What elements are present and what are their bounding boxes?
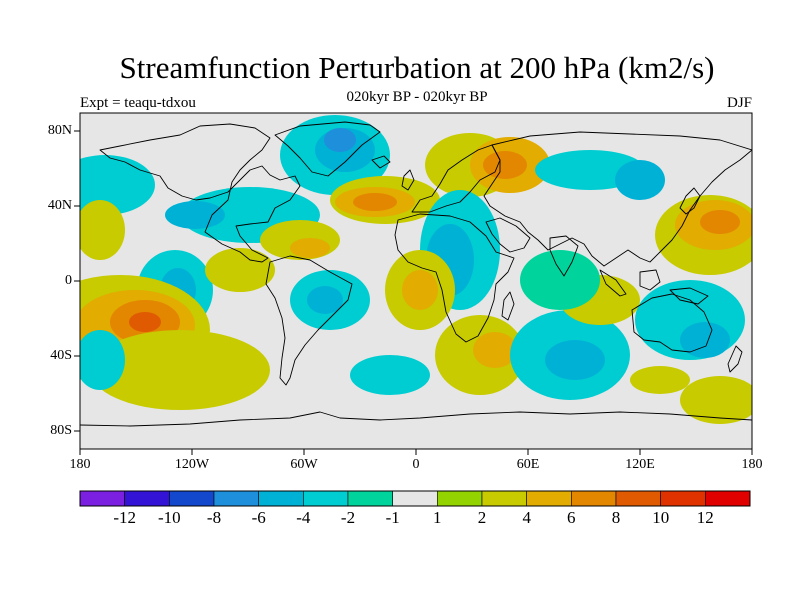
contour-blob	[402, 270, 438, 310]
colorbar-label: -2	[340, 508, 356, 527]
lon-label-60e: 60E	[516, 457, 540, 472]
contour-blob	[307, 286, 343, 314]
colorbar-box	[169, 490, 215, 507]
coastline-greenland	[274, 121, 381, 177]
colorbar-label: 8	[611, 508, 621, 527]
coastline-madagascar	[501, 291, 515, 321]
coastline-arabia	[485, 217, 531, 253]
map-subtitle: 020kyr BP - 020kyr BP	[346, 89, 488, 105]
lon-label-120w: 120W	[174, 457, 210, 472]
colorbar-box	[571, 490, 617, 507]
coastline-borneo	[639, 269, 661, 291]
colorbar-box	[124, 490, 170, 507]
lon-label-60w: 60W	[290, 457, 318, 472]
colorbar-label: 4	[522, 508, 531, 527]
colorbar-box	[437, 490, 483, 507]
contour-blob	[680, 322, 730, 358]
colorbar-frame	[79, 490, 751, 507]
contour-blob	[700, 210, 740, 234]
coastline-uk	[401, 169, 415, 191]
contour-blob	[353, 193, 397, 211]
colorbar-label: -12	[113, 508, 137, 527]
colorbar-box	[258, 490, 304, 507]
colorbar-label: -1	[385, 508, 400, 527]
contour-blob	[80, 200, 125, 260]
colorbar-box	[615, 490, 661, 507]
coastline-layer	[80, 121, 752, 427]
colorbar-label: -6	[251, 508, 266, 527]
contour-blob	[90, 330, 270, 410]
colorbar-box	[705, 490, 751, 507]
coastline-new-guinea	[669, 287, 709, 305]
coastline-iceland	[371, 155, 391, 169]
map-title: Streamfunction Perturbation at 200 hPa (…	[119, 50, 715, 85]
lon-label-0: 0	[412, 457, 420, 472]
colorbar-box	[660, 490, 706, 507]
coastline-japan	[679, 187, 701, 215]
colorbar-label: -10	[157, 508, 181, 527]
experiment-label: Expt = teaqu-tdxou	[80, 95, 196, 111]
colorbar-label: 12	[696, 508, 714, 527]
contour-fill-layer	[80, 115, 752, 424]
lat-label-40n: 40N	[47, 198, 72, 213]
colorbar-label: 1	[433, 508, 442, 527]
season-label: DJF	[726, 95, 752, 111]
contour-blob	[80, 330, 125, 390]
colorbar-label: -8	[206, 508, 222, 527]
colorbar-label: 6	[567, 508, 576, 527]
coastline-india	[549, 235, 579, 277]
lat-label-0: 0	[65, 273, 72, 288]
coastline-australia	[631, 293, 713, 353]
colorbar-box	[392, 490, 438, 507]
colorbar-label: 10	[652, 508, 670, 527]
colorbar-label: 2	[477, 508, 487, 527]
contour-blob	[483, 151, 527, 179]
contour-blob	[129, 312, 161, 332]
coastline-south-america	[265, 255, 353, 386]
coastline-asia	[483, 131, 752, 267]
contour-blob	[350, 355, 430, 395]
contour-blob	[473, 332, 517, 368]
colorbar-box	[481, 490, 527, 507]
colorbar-box	[347, 490, 393, 507]
contour-blob	[205, 248, 275, 292]
contour-blob	[680, 376, 752, 424]
contour-blob	[520, 250, 600, 310]
colorbar-box	[303, 490, 349, 507]
contour-blob	[630, 366, 690, 394]
coastline-new-zealand	[727, 345, 743, 373]
coastline-antarctica	[80, 411, 752, 427]
coastline-africa	[394, 213, 515, 343]
contour-blob	[615, 160, 665, 200]
contour-blob	[80, 155, 155, 215]
lat-label-80n: 80N	[47, 123, 72, 138]
lat-label-80s: 80S	[50, 423, 72, 438]
contour-blob	[545, 340, 605, 380]
coastline-north-america	[99, 123, 301, 263]
lon-label-120e: 120E	[625, 457, 655, 472]
contour-blob	[165, 201, 225, 229]
lat-label-40s: 40S	[50, 348, 72, 363]
contour-blob	[324, 128, 356, 152]
coastline-sumatra	[599, 269, 627, 297]
colorbar-boxes	[79, 490, 751, 507]
contour-blob	[290, 238, 330, 258]
colorbar-box	[526, 490, 572, 507]
colorbar-box	[79, 490, 125, 507]
map-ticks	[74, 130, 753, 455]
colorbar-box	[213, 490, 259, 507]
lon-label-180w: 180	[69, 457, 91, 472]
colorbar-label: -4	[296, 508, 311, 527]
lon-label-180e: 180	[741, 457, 763, 472]
